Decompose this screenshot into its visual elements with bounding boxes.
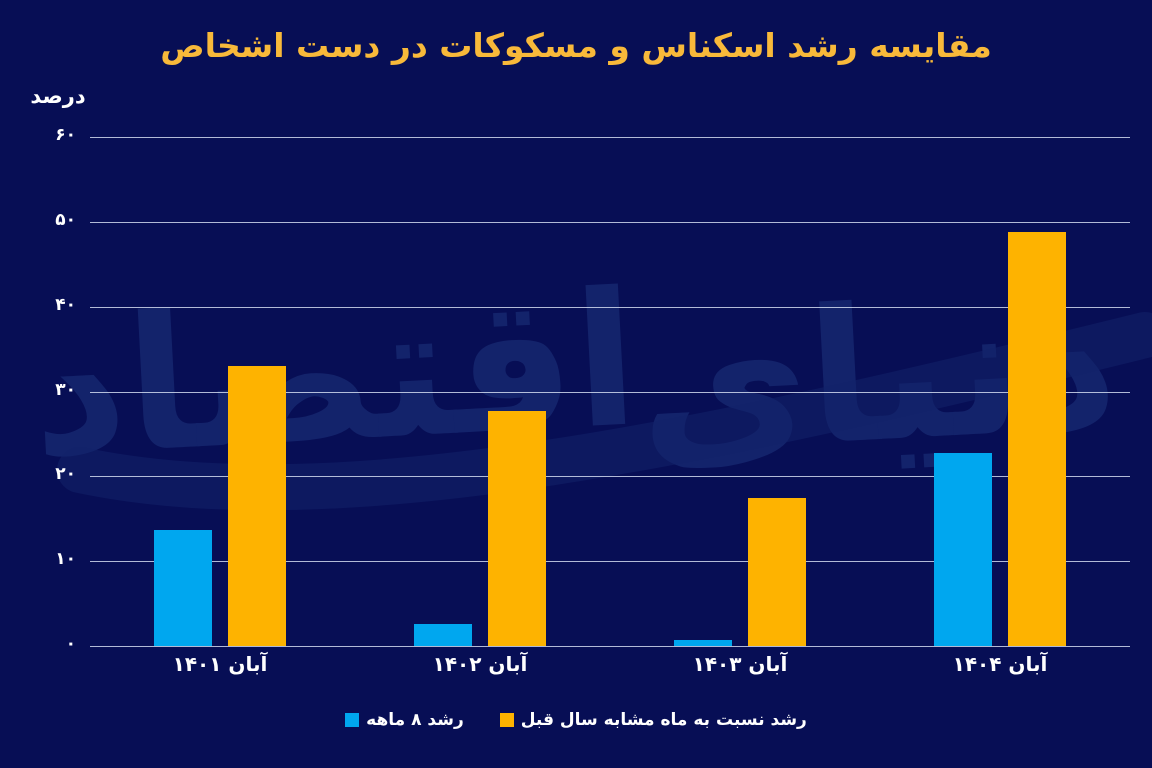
x-axis-line xyxy=(90,646,1130,647)
bar-blue-0 xyxy=(154,529,212,646)
gridline-10 xyxy=(90,561,1130,563)
bar-orange-3 xyxy=(1008,232,1066,646)
bar-orange-0 xyxy=(228,366,286,646)
x-category-label-2: آبان ۱۴۰۳ xyxy=(692,652,788,676)
y-tick-label-30: ۳۰ xyxy=(55,379,76,400)
bar-blue-1 xyxy=(414,623,472,646)
y-tick-label-0: ۰ xyxy=(65,634,76,654)
y-tick-label-40: ۴۰ xyxy=(55,294,76,315)
bar-blue-2 xyxy=(674,640,732,646)
bar-orange-1 xyxy=(488,411,546,646)
y-tick-label-50: ۵۰ xyxy=(55,209,76,230)
x-category-label-3: آبان ۱۴۰۴ xyxy=(952,652,1048,676)
bar-blue-3 xyxy=(934,452,992,646)
legend-label-orange: رشد نسبت به ماه مشابه سال قبل xyxy=(520,710,807,730)
legend: رشد ۸ ماهه رشد نسبت به ماه مشابه سال قبل xyxy=(0,710,1152,730)
y-tick-label-10: ۱۰ xyxy=(55,549,76,570)
y-tick-label-20: ۲۰ xyxy=(55,464,76,485)
bar-orange-2 xyxy=(748,497,806,646)
blue-series-swatch-icon xyxy=(345,713,360,727)
gridline-40 xyxy=(90,306,1130,308)
x-category-label-0: آبان ۱۴۰۱ xyxy=(172,652,268,676)
legend-item-orange: رشد نسبت به ماه مشابه سال قبل xyxy=(499,710,807,730)
legend-label-blue: رشد ۸ ماهه xyxy=(366,710,464,730)
page-title: مقایسه رشد اسکناس و مسکوکات در دست اشخاص xyxy=(160,26,992,65)
y-axis-unit-label: درصد xyxy=(30,84,86,108)
gridline-50 xyxy=(90,221,1130,223)
x-category-label-1: آبان ۱۴۰۲ xyxy=(432,652,528,676)
y-tick-label-60: ۶۰ xyxy=(55,125,76,145)
watermark-word-2: اقتصاد xyxy=(26,251,644,499)
gridline-60 xyxy=(90,137,1130,138)
legend-item-blue: رشد ۸ ماهه xyxy=(345,710,464,730)
orange-series-swatch-icon xyxy=(499,713,514,727)
